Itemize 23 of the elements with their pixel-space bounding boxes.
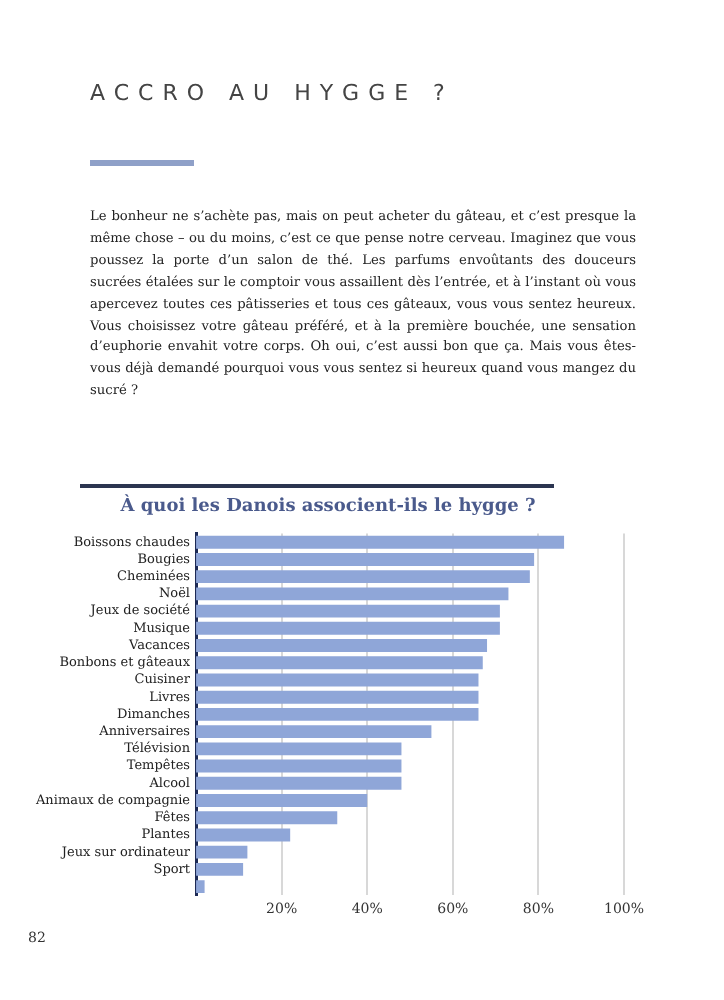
bar (196, 656, 483, 670)
bar (196, 811, 338, 825)
bar (196, 862, 244, 876)
bar (196, 880, 205, 894)
bar (196, 552, 535, 566)
bar (196, 776, 402, 790)
bar (196, 587, 509, 601)
bar (196, 535, 565, 549)
bar (196, 845, 248, 859)
bar (196, 690, 479, 704)
bar (196, 570, 530, 584)
bar (196, 742, 402, 756)
bar (196, 707, 479, 721)
bar (196, 604, 500, 618)
bar (196, 621, 500, 635)
text: ACCRO AU HYGGE ? (90, 80, 454, 106)
bar (196, 639, 488, 652)
bar (196, 794, 368, 807)
chart-title: À quoi les Danois associent-ils le hygge ? (118, 493, 536, 518)
bar (196, 828, 291, 842)
bar (196, 673, 479, 687)
bar (196, 725, 432, 739)
bar (196, 759, 402, 773)
